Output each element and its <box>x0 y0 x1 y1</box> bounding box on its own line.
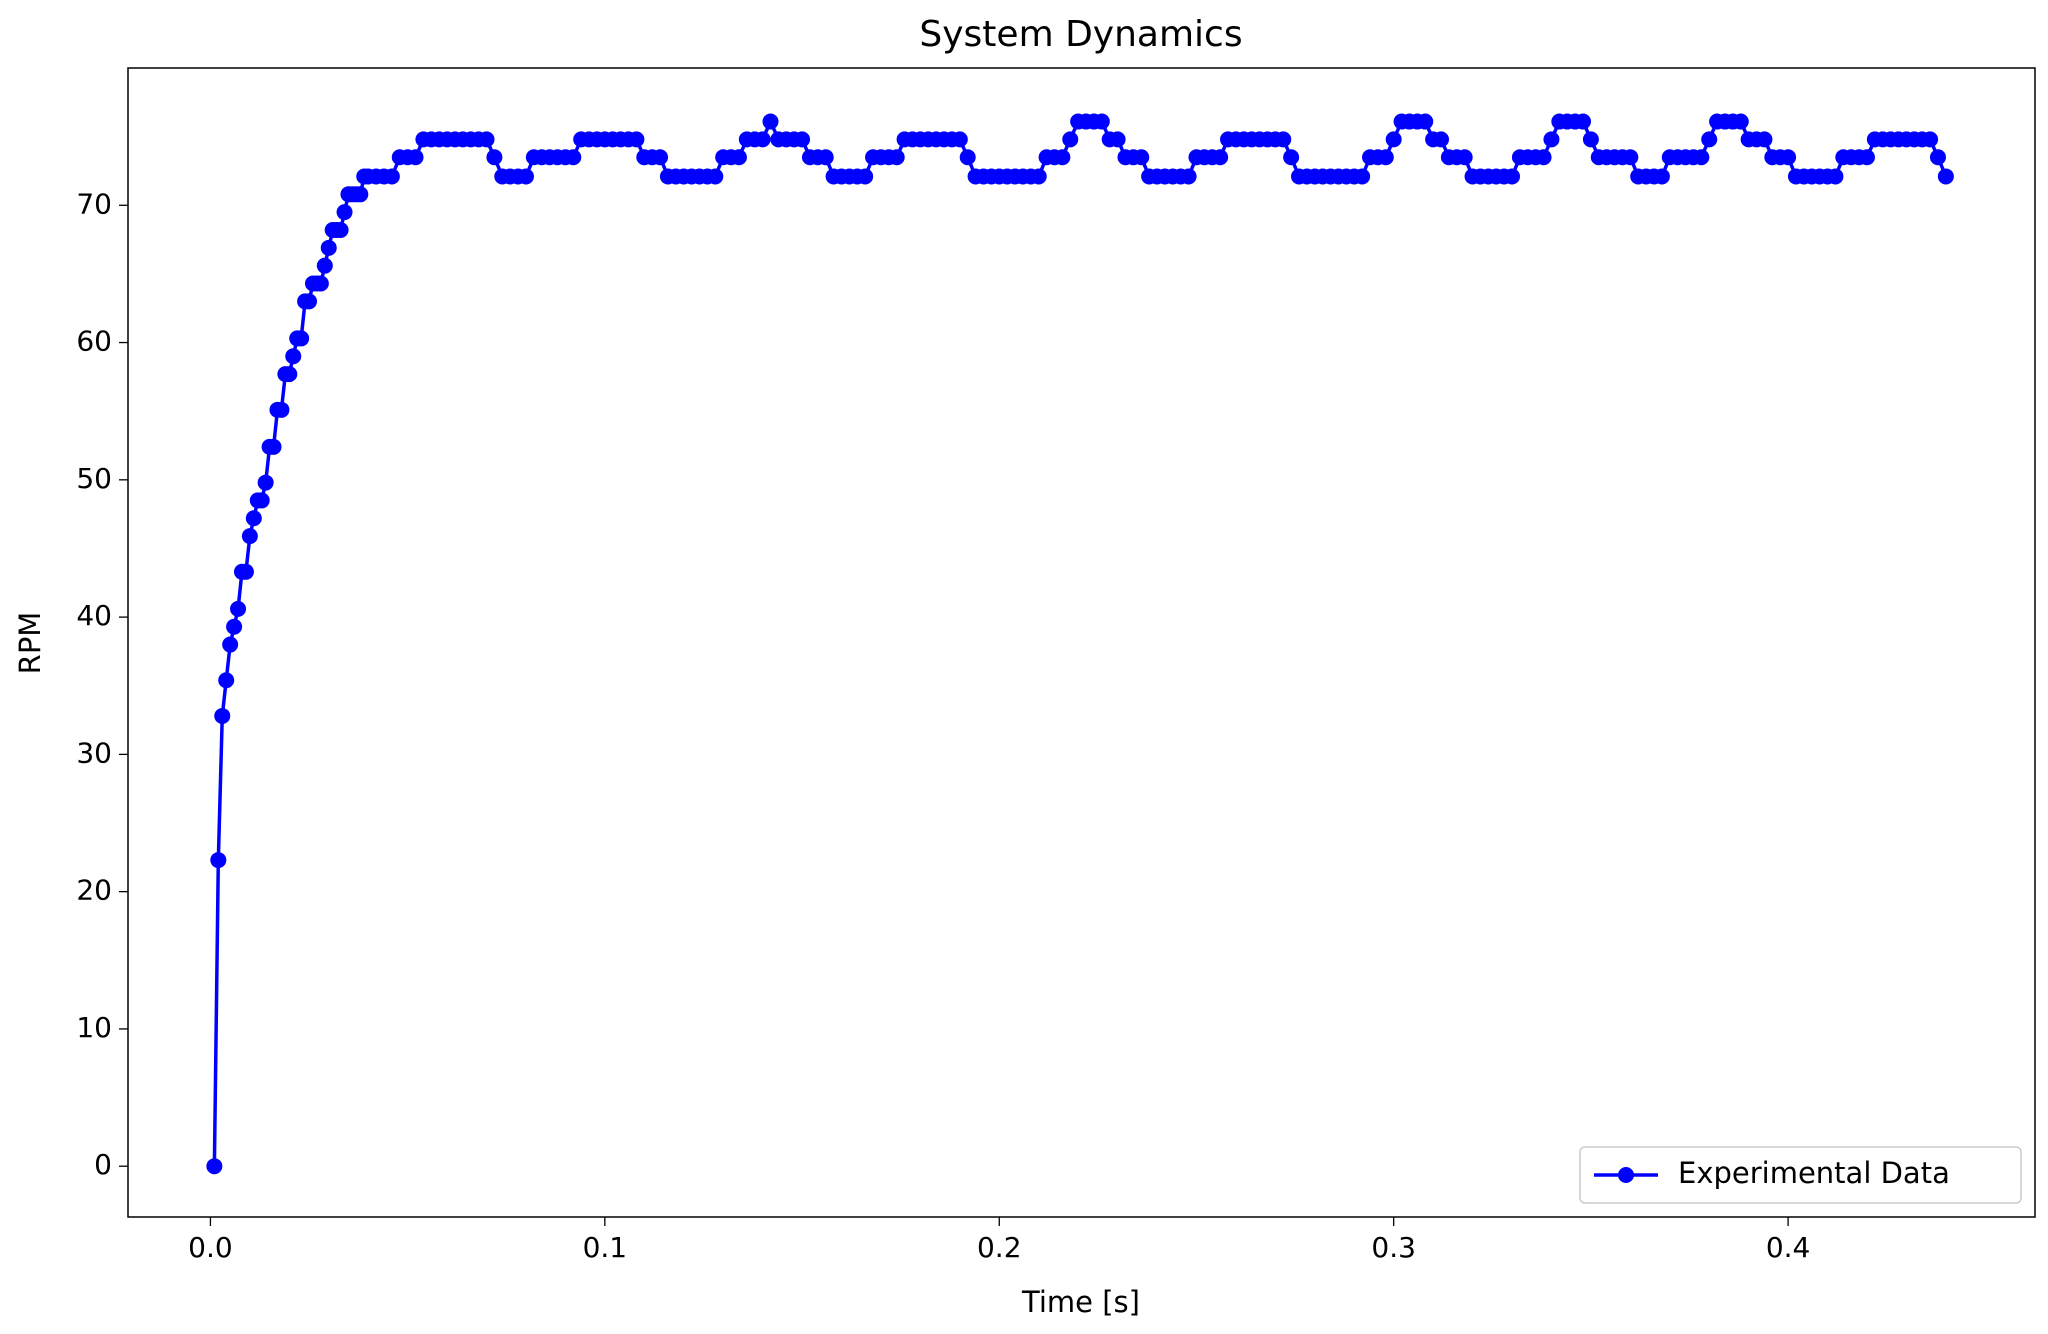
data-point <box>1180 168 1197 185</box>
data-point <box>959 149 976 166</box>
data-point <box>1417 113 1434 130</box>
y-tick-label: 10 <box>76 1011 112 1044</box>
data-point <box>1456 149 1473 166</box>
x-tick-label: 0.0 <box>188 1231 233 1264</box>
y-tick-label: 50 <box>76 462 112 495</box>
data-point <box>285 348 302 365</box>
data-line <box>212 119 1948 1167</box>
data-point <box>281 366 298 383</box>
y-tick-label: 70 <box>76 187 112 220</box>
data-point <box>226 618 243 635</box>
data-point <box>218 672 235 689</box>
y-axis-label: RPM <box>13 612 47 675</box>
data-point <box>210 852 227 869</box>
data-point <box>1354 168 1371 185</box>
y-tick-label: 0 <box>94 1148 112 1181</box>
data-point <box>1780 149 1797 166</box>
data-point <box>1582 131 1599 148</box>
data-point <box>1543 131 1560 148</box>
data-point <box>1574 113 1591 130</box>
data-point <box>312 275 329 292</box>
data-point <box>1385 131 1402 148</box>
x-tick-label: 0.4 <box>1766 1231 1811 1264</box>
plot-frame <box>127 67 2036 1218</box>
x-tick-label: 0.3 <box>1371 1231 1416 1264</box>
data-point <box>253 492 270 509</box>
data-point <box>241 528 258 545</box>
data-point <box>265 438 282 455</box>
data-point <box>1653 168 1670 185</box>
data-point <box>336 204 353 221</box>
data-point <box>730 149 747 166</box>
data-point <box>383 168 400 185</box>
data-point <box>1433 131 1450 148</box>
data-point <box>245 510 262 527</box>
y-tick-label: 20 <box>76 874 112 907</box>
data-point <box>517 168 534 185</box>
data-point <box>817 149 834 166</box>
data-point <box>222 636 239 653</box>
data-point <box>273 401 290 418</box>
legend-label: Experimental Data <box>1678 1156 1950 1190</box>
data-point <box>1109 131 1126 148</box>
data-point <box>1283 149 1300 166</box>
data-point <box>1622 149 1639 166</box>
data-point <box>1827 168 1844 185</box>
data-point <box>794 131 811 148</box>
x-tick-label: 0.1 <box>583 1231 628 1264</box>
data-point <box>1929 149 1946 166</box>
y-tick-label: 60 <box>76 325 112 358</box>
y-tick-label: 30 <box>76 736 112 769</box>
data-point <box>951 131 968 148</box>
data-point <box>352 186 369 203</box>
data-point <box>1504 168 1521 185</box>
data-point <box>1937 168 1954 185</box>
y-tick-label: 40 <box>76 599 112 632</box>
data-point <box>316 257 333 274</box>
data-point <box>628 131 645 148</box>
x-tick-label: 0.2 <box>977 1231 1022 1264</box>
data-point <box>1693 149 1710 166</box>
legend-box <box>1579 1146 2022 1204</box>
data-point <box>1093 113 1110 130</box>
data-point <box>857 168 874 185</box>
data-point <box>1535 149 1552 166</box>
data-point <box>565 149 582 166</box>
data-point <box>762 113 779 130</box>
data-point <box>1062 131 1079 148</box>
data-point <box>478 131 495 148</box>
data-point <box>206 1158 223 1175</box>
x-axis-label: Time [s] <box>1021 1285 1140 1319</box>
data-point <box>1858 149 1875 166</box>
data-point <box>754 131 771 148</box>
data-point <box>1377 149 1394 166</box>
data-point <box>230 600 247 617</box>
data-point <box>1133 149 1150 166</box>
data-point <box>257 474 274 491</box>
data-point <box>332 221 349 238</box>
data-point <box>1922 131 1939 148</box>
data-point <box>652 149 669 166</box>
data-point <box>1030 168 1047 185</box>
data-point <box>237 563 254 580</box>
data-point <box>707 168 724 185</box>
data-point <box>1701 131 1718 148</box>
chart-title: System Dynamics <box>919 14 1242 55</box>
data-point <box>1054 149 1071 166</box>
data-point <box>1275 131 1292 148</box>
data-point <box>293 330 310 347</box>
data-point <box>1212 149 1229 166</box>
data-point <box>486 149 503 166</box>
data-point <box>1732 113 1749 130</box>
data-point <box>1756 131 1773 148</box>
data-point <box>301 293 318 310</box>
data-point <box>214 707 231 724</box>
data-point <box>888 149 905 166</box>
legend-marker <box>1618 1167 1634 1183</box>
data-point <box>407 149 424 166</box>
data-point <box>320 239 337 256</box>
